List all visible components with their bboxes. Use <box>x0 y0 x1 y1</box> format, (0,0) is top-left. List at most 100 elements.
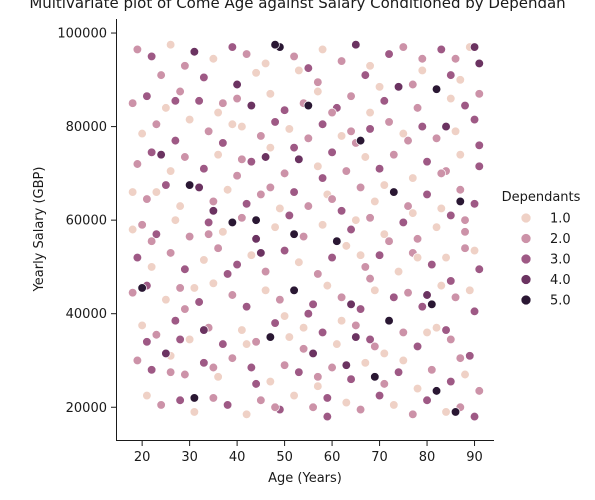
x-tick-label: 80 <box>419 450 436 465</box>
data-point <box>294 367 304 377</box>
data-point <box>227 42 238 52</box>
data-point <box>303 201 313 211</box>
data-point <box>389 187 399 197</box>
data-point <box>294 257 304 267</box>
data-point <box>189 47 200 57</box>
data-point <box>422 189 432 200</box>
data-point <box>469 245 480 256</box>
data-point <box>208 54 219 64</box>
data-point <box>284 332 294 342</box>
data-point <box>289 285 299 295</box>
data-point <box>256 248 266 258</box>
data-point <box>469 411 480 422</box>
data-point <box>265 142 276 153</box>
data-point <box>289 390 299 401</box>
data-point <box>270 117 280 127</box>
data-point <box>474 89 484 99</box>
data-point <box>175 334 185 345</box>
data-point <box>208 206 219 216</box>
data-point <box>237 213 247 223</box>
data-point <box>370 372 380 382</box>
data-point <box>351 320 361 331</box>
x-axis-label: Age (Years) <box>268 471 342 486</box>
data-point <box>137 128 147 139</box>
data-point <box>412 252 423 263</box>
data-point <box>469 199 480 209</box>
data-point <box>370 341 380 352</box>
data-point <box>441 407 451 417</box>
data-point <box>184 180 195 190</box>
data-point <box>142 337 152 347</box>
data-point <box>322 411 332 422</box>
legend-marker <box>520 253 532 265</box>
data-point <box>408 208 418 218</box>
data-point <box>398 217 408 228</box>
data-point <box>246 157 257 167</box>
data-point <box>251 215 261 225</box>
data-point <box>303 133 313 143</box>
data-point <box>313 372 323 382</box>
data-points <box>127 40 484 422</box>
data-point <box>341 397 351 408</box>
data-point <box>365 213 375 223</box>
data-point <box>270 402 280 412</box>
legend-marker <box>520 274 532 285</box>
data-point <box>417 302 427 312</box>
data-point <box>237 325 247 335</box>
data-point <box>460 227 470 237</box>
data-point <box>175 86 185 97</box>
data-point <box>132 44 143 55</box>
data-point <box>365 61 375 71</box>
data-point <box>227 119 238 129</box>
data-point <box>460 243 470 253</box>
data-point <box>308 299 318 309</box>
data-point <box>213 243 223 253</box>
data-point <box>151 187 162 197</box>
data-point <box>403 135 413 146</box>
data-point <box>422 327 432 338</box>
data-point <box>194 96 204 106</box>
data-point <box>199 358 209 368</box>
x-ticks: 20 30 40 50 60 70 80 90 <box>134 441 483 465</box>
data-point <box>446 93 456 104</box>
x-tick-label: 20 <box>134 450 151 465</box>
data-point <box>308 402 318 412</box>
data-point <box>256 131 266 141</box>
data-point <box>379 229 389 239</box>
data-point <box>303 309 313 319</box>
legend: Dependants 1.0 2.0 3.0 4.0 5.0 <box>502 190 581 309</box>
data-point <box>175 395 185 405</box>
data-point <box>279 168 290 179</box>
data-point <box>446 334 456 345</box>
data-point <box>355 304 366 314</box>
data-point <box>194 297 204 307</box>
data-point <box>427 259 437 270</box>
data-point <box>412 103 423 113</box>
data-point <box>474 140 484 150</box>
data-point <box>146 262 157 272</box>
data-point <box>241 302 252 312</box>
data-point <box>398 355 408 366</box>
data-point <box>279 311 290 321</box>
data-point <box>474 161 484 172</box>
data-point <box>208 196 219 207</box>
data-point <box>450 407 461 417</box>
data-point <box>303 100 313 111</box>
data-point <box>251 379 261 389</box>
data-point <box>336 56 347 66</box>
data-point <box>436 168 446 179</box>
data-point <box>180 264 190 274</box>
data-point <box>465 285 475 295</box>
data-point <box>474 58 484 69</box>
y-tick-label: 60000 <box>66 214 107 229</box>
data-point <box>365 273 375 284</box>
data-point <box>265 376 276 387</box>
data-point <box>317 220 328 230</box>
data-point <box>237 154 247 164</box>
data-point <box>355 182 366 193</box>
data-point <box>208 278 219 288</box>
data-point <box>469 42 480 52</box>
data-point <box>256 189 266 200</box>
data-point <box>213 372 223 382</box>
data-point <box>284 124 294 134</box>
